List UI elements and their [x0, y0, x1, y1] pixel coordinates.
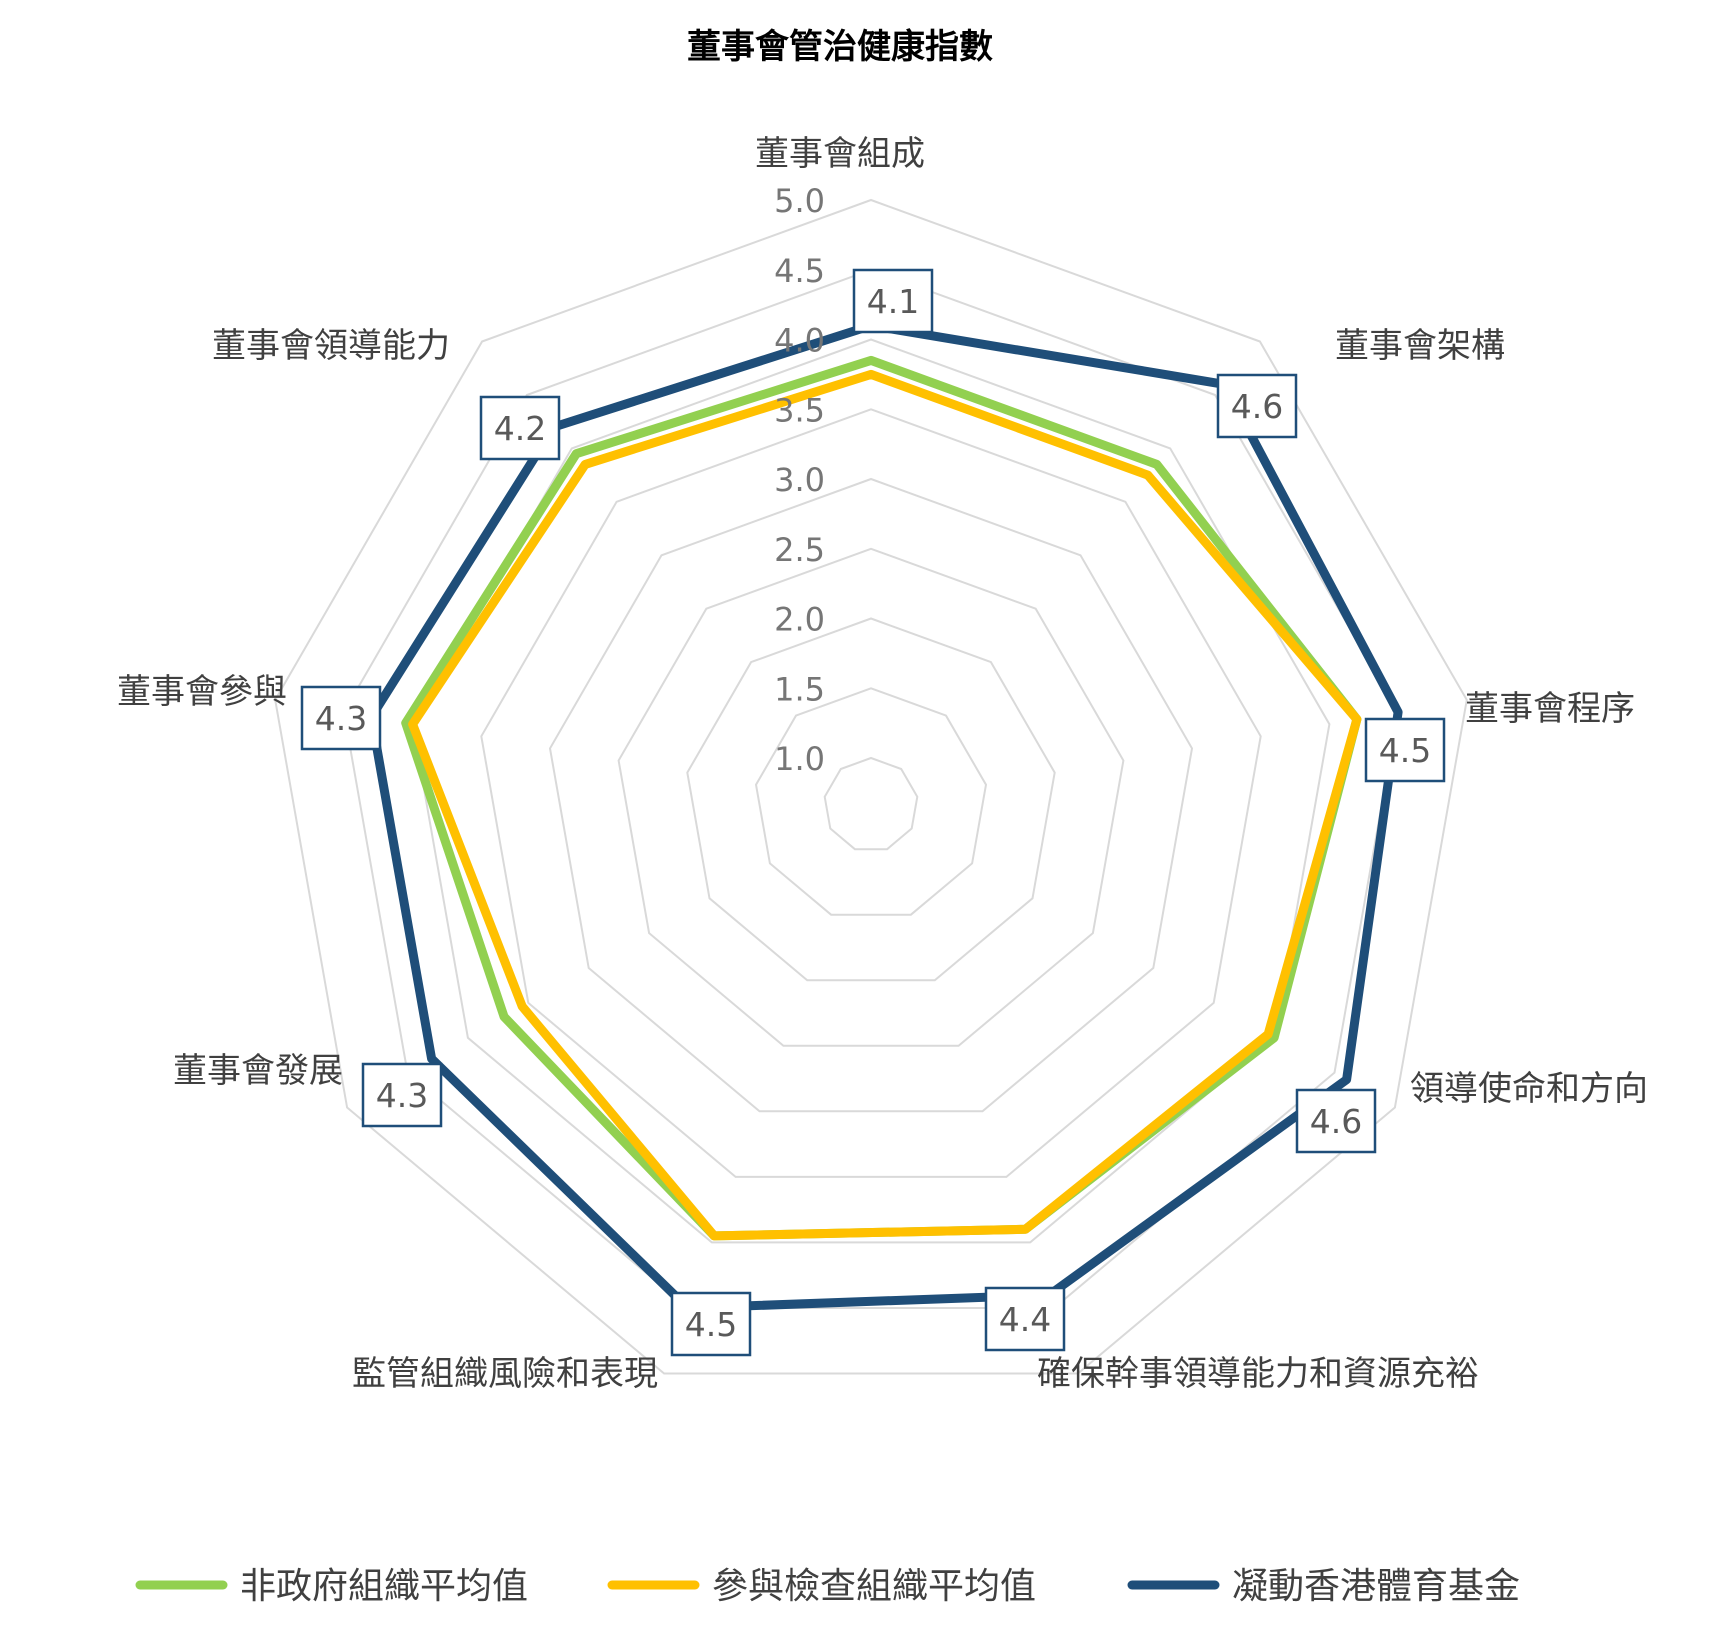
callout-value-6: 4.3 — [376, 1076, 428, 1115]
callout-value-4: 4.4 — [999, 1300, 1051, 1339]
grid-ring-0 — [823, 756, 919, 851]
legend-item-1: 參與檢查組織平均值 — [607, 1566, 1036, 1607]
callout-7: 4.3 — [300, 685, 382, 751]
legend-item-0: 非政府組織平均值 — [135, 1566, 528, 1607]
category-label-0: 董事會組成 — [755, 134, 925, 174]
series-1-point-0 — [869, 372, 873, 377]
legend-label-1: 參與檢查組織平均值 — [712, 1566, 1036, 1607]
series-0-point-0 — [869, 358, 873, 363]
tick-label-6: 4.0 — [774, 322, 825, 360]
grid-ring-2 — [686, 617, 1056, 982]
radial-tick-labels: 1.0 1.5 2.0 2.5 3.0 3.5 4.0 4.5 5.0 — [774, 182, 825, 778]
callout-3: 4.6 — [1295, 1088, 1377, 1154]
series-2-point-2 — [1396, 710, 1401, 715]
legend-item-2: 凝動香港體育基金 — [1127, 1566, 1520, 1607]
grid-ring-4 — [548, 477, 1194, 1113]
callout-value-7: 4.3 — [315, 699, 367, 738]
series-0-point-7 — [403, 721, 408, 725]
series-1-point-7 — [410, 722, 415, 727]
radar-series — [366, 321, 1403, 1313]
callout-8: 4.2 — [479, 395, 561, 461]
tick-label-7: 4.5 — [774, 252, 825, 290]
tick-label-3: 2.5 — [774, 531, 825, 569]
series-0-point-3 — [1272, 1035, 1277, 1040]
callout-2: 4.5 — [1364, 717, 1446, 783]
series-2-point-3 — [1344, 1077, 1349, 1082]
callout-box-2 — [1364, 717, 1446, 783]
series-1-point-4 — [1023, 1227, 1028, 1232]
callout-value-8: 4.2 — [494, 409, 546, 448]
series-1-point-2 — [1354, 717, 1359, 722]
tick-label-1: 1.5 — [774, 670, 825, 708]
series-1-point-8 — [583, 462, 588, 467]
callout-6: 4.3 — [361, 1062, 443, 1128]
callout-value-5: 4.5 — [685, 1305, 737, 1344]
tick-label-8: 5.0 — [774, 182, 825, 220]
legend: 非政府組織平均值 參與檢查組織平均值 凝動香港體育基金 — [135, 1566, 1520, 1607]
series-1-point-6 — [520, 1004, 525, 1009]
series-1-point-1 — [1145, 473, 1150, 478]
grid-ring-6 — [411, 338, 1331, 1244]
category-label-8: 董事會領導能力 — [212, 326, 450, 366]
grid-ring-8 — [274, 198, 1468, 1375]
callout-5: 4.5 — [670, 1291, 752, 1357]
callout-1: 4.6 — [1216, 373, 1298, 439]
callout-4: 4.4 — [984, 1286, 1066, 1352]
series-1-point-3 — [1266, 1032, 1271, 1037]
callout-box-3 — [1295, 1088, 1377, 1154]
series-0-point-8 — [574, 451, 579, 456]
callout-box-8 — [479, 395, 561, 461]
grid-ring-3 — [617, 547, 1125, 1047]
category-label-6: 董事會發展 — [173, 1051, 343, 1091]
category-label-1: 董事會架構 — [1335, 326, 1505, 366]
callout-value-3: 4.6 — [1310, 1102, 1362, 1141]
callout-box-5 — [670, 1291, 752, 1357]
category-label-3: 領導使命和方向 — [1410, 1069, 1648, 1109]
tick-label-0: 1.0 — [774, 740, 825, 778]
category-label-5: 監管組織風險和表現 — [352, 1354, 658, 1394]
series-2-point-6 — [429, 1056, 434, 1061]
legend-label-2: 凝動香港體育基金 — [1232, 1566, 1520, 1607]
callout-box-7 — [300, 685, 382, 751]
series-line-1 — [408, 369, 1362, 1241]
series-line-2 — [366, 321, 1403, 1313]
grid-ring-5 — [480, 408, 1262, 1178]
callout-box-0 — [852, 268, 934, 334]
callout-0: 4.1 — [852, 268, 934, 334]
chart-title: 董事會管治健康指數 — [687, 27, 993, 67]
grid-ring-1 — [754, 687, 988, 916]
series-0-point-1 — [1154, 462, 1159, 467]
callout-box-6 — [361, 1062, 443, 1128]
callout-value-0: 4.1 — [867, 282, 919, 321]
category-label-2: 董事會程序 — [1465, 689, 1635, 729]
series-0-point-6 — [502, 1014, 507, 1019]
callout-value-1: 4.6 — [1231, 387, 1283, 426]
series-1-point-5 — [712, 1233, 717, 1238]
callout-box-1 — [1216, 373, 1298, 439]
tick-label-2: 2.0 — [774, 601, 825, 639]
tick-label-4: 3.0 — [774, 461, 825, 499]
data-callouts: 4.1 4.6 4.5 4.6 4.4 4.5 4.3 4.3 4.2 — [300, 268, 1446, 1357]
category-label-7: 董事會參與 — [117, 672, 287, 712]
callout-value-2: 4.5 — [1379, 731, 1431, 770]
grid-ring-7 — [342, 268, 1400, 1309]
legend-label-0: 非政府組織平均值 — [240, 1566, 528, 1607]
category-label-4: 確保幹事領導能力和資源充裕 — [1037, 1354, 1479, 1394]
tick-label-5: 3.5 — [774, 391, 825, 429]
callout-box-4 — [984, 1286, 1066, 1352]
